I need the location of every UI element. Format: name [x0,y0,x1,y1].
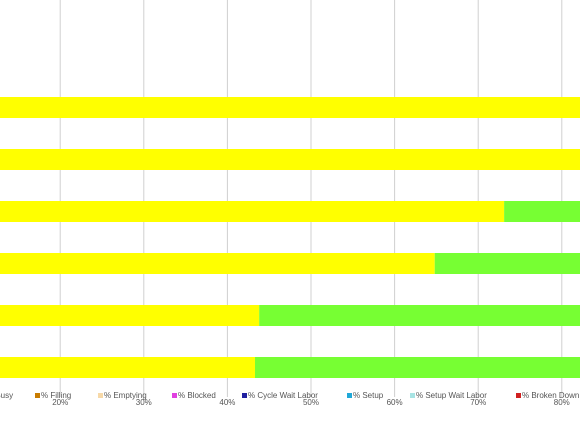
legend-swatch [35,393,40,398]
x-tick-label: 50% [303,398,319,407]
bar-segment [259,305,580,326]
bar-segment [434,253,580,274]
legend-label: % Blocked [178,391,216,400]
legend-swatch [242,393,247,398]
legend-swatch [347,393,352,398]
x-tick-label: 30% [136,398,152,407]
legend-label: % Setup Wait Labor [416,391,487,400]
bar-segment [0,149,580,170]
legend-swatch [172,393,177,398]
legend-label: % Filling [41,391,71,400]
x-tick-label: 20% [52,398,68,407]
x-tick-label: 40% [219,398,235,407]
x-tick-label: 80% [554,398,570,407]
bar-segment [0,253,435,274]
x-tick-label: 60% [387,398,403,407]
bar-segment [254,357,580,378]
bar-segment [0,305,260,326]
legend-label: % Setup [353,391,384,400]
bar-segment [0,201,505,222]
legend-label: % Broken Down [522,391,579,400]
legend-swatch [516,393,521,398]
bar-segment [504,201,580,222]
legend-swatch [410,393,415,398]
legend-label: % Emptying [104,391,147,400]
legend-swatch [98,393,103,398]
bar-segment [0,97,580,118]
legend-label: % Busy [0,391,13,400]
legend-label: % Cycle Wait Labor [248,391,318,400]
bar-segment [0,357,255,378]
x-tick-label: 70% [470,398,486,407]
